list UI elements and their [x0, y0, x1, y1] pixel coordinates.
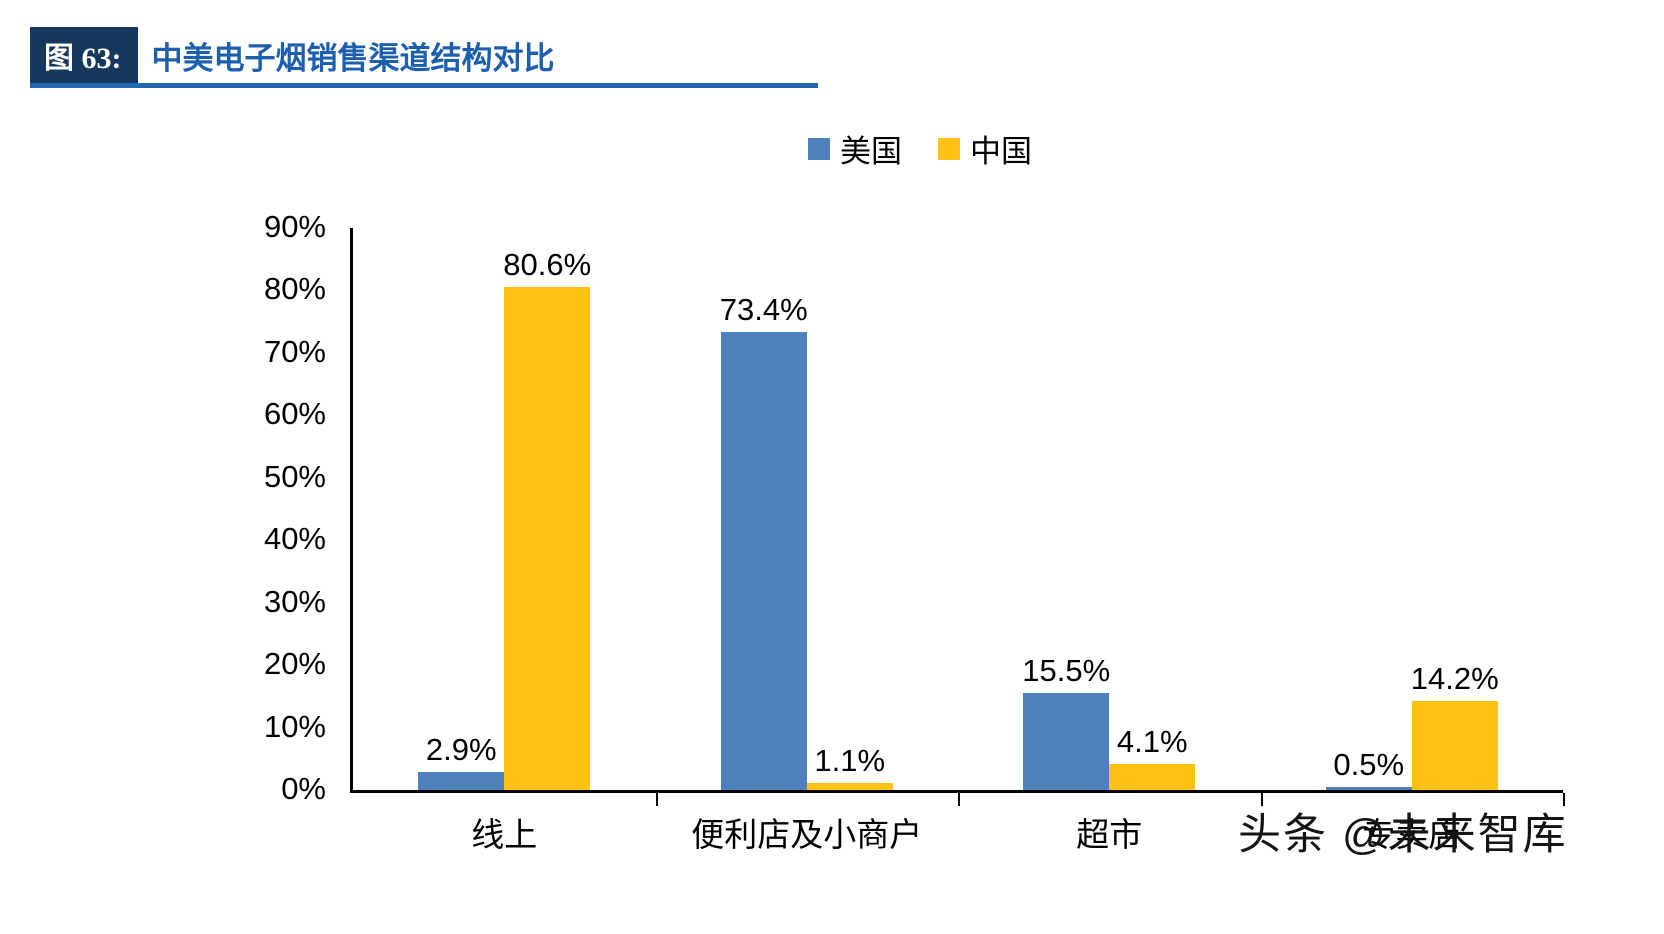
watermark: 头条 @未来智库: [1238, 811, 1568, 859]
data-label-us: 73.4%: [719, 291, 808, 327]
legend-swatch-china: [938, 137, 960, 160]
bar-china: [1109, 764, 1196, 790]
data-label-us: 0.5%: [1333, 746, 1405, 782]
x-axis-category-label: 超市: [1076, 816, 1143, 853]
y-axis-tick-label: 50%: [263, 458, 326, 494]
y-axis-tick-label: 20%: [263, 646, 326, 682]
data-label-china: 14.2%: [1410, 661, 1499, 697]
bar-column-china: 14.2%: [1410, 228, 1499, 790]
bar-pair: 15.5% 4.1%: [958, 228, 1261, 790]
y-axis-tick-label: 60%: [263, 396, 326, 432]
figure-header: 图 63: 中美电子烟销售渠道结构对比: [30, 27, 818, 88]
legend-swatch-us: [808, 137, 830, 160]
y-axis-tick-label: 10%: [263, 708, 326, 744]
bar-group: 73.4% 1.1% 便利店及小商户: [656, 228, 960, 853]
bar-column-china: 1.1%: [806, 228, 893, 790]
y-axis-tick-label: 40%: [263, 521, 326, 557]
data-label-us: 15.5%: [1022, 653, 1111, 689]
x-axis-category-label: 便利店及小商户: [691, 816, 923, 853]
bar-us: [1325, 786, 1412, 790]
legend-item-us: 美国: [808, 126, 902, 171]
x-axis-category-label: 专卖店: [1362, 816, 1462, 853]
y-axis-tick-label: 70%: [263, 333, 326, 369]
bar-group: 15.5% 4.1% 超市: [958, 228, 1262, 853]
data-label-china: 1.1%: [814, 743, 886, 779]
figure-number-badge: 图 63:: [30, 27, 138, 83]
figure-title: 中美电子烟销售渠道结构对比: [151, 40, 555, 76]
bar-column-china: 4.1%: [1109, 228, 1196, 790]
bar-us: [418, 771, 505, 790]
bar-group: 0.5% 14.2% 专卖店: [1261, 228, 1565, 853]
y-axis-tick-label: 80%: [263, 271, 326, 307]
bar-pair: 73.4% 1.1%: [656, 228, 959, 790]
x-axis-category-label: 线上: [471, 816, 538, 853]
bar-us: [1023, 693, 1110, 790]
bar-column-china: 80.6%: [503, 228, 592, 790]
bar-column-us: 2.9%: [418, 228, 505, 790]
bar-group: 2.9% 80.6% 线上: [353, 228, 657, 853]
bar-pair: 0.5% 14.2%: [1261, 228, 1564, 790]
bar-china: [504, 286, 591, 790]
data-label-china: 80.6%: [503, 246, 592, 282]
y-axis: 0% 10% 20% 30% 40% 50% 60% 70% 80% 90%: [0, 209, 340, 806]
bar-column-us: 15.5%: [1022, 228, 1111, 790]
bar-us: [720, 331, 807, 790]
y-axis-tick-label: 90%: [263, 209, 326, 244]
bar-china: [806, 783, 893, 790]
chart-legend: 美国 中国: [88, 126, 1664, 171]
bar-china: [1411, 701, 1498, 790]
bar-column-us: 73.4%: [719, 228, 808, 790]
bar-column-us: 0.5%: [1325, 228, 1412, 790]
bar-pair: 2.9% 80.6%: [353, 228, 656, 790]
data-label-china: 4.1%: [1116, 724, 1188, 760]
data-label-us: 2.9%: [425, 731, 497, 767]
plot-area: 2.9% 80.6% 线上 73.4% 1.1% 便利店及小商户 15.5% 4.1% 超市 0.…: [350, 228, 1565, 853]
legend-label: 中国: [970, 134, 1032, 169]
y-axis-tick-label: 30%: [263, 583, 326, 619]
y-axis-tick-label: 0%: [281, 771, 326, 806]
legend-label: 美国: [840, 134, 902, 169]
legend-item-china: 中国: [938, 126, 1032, 171]
